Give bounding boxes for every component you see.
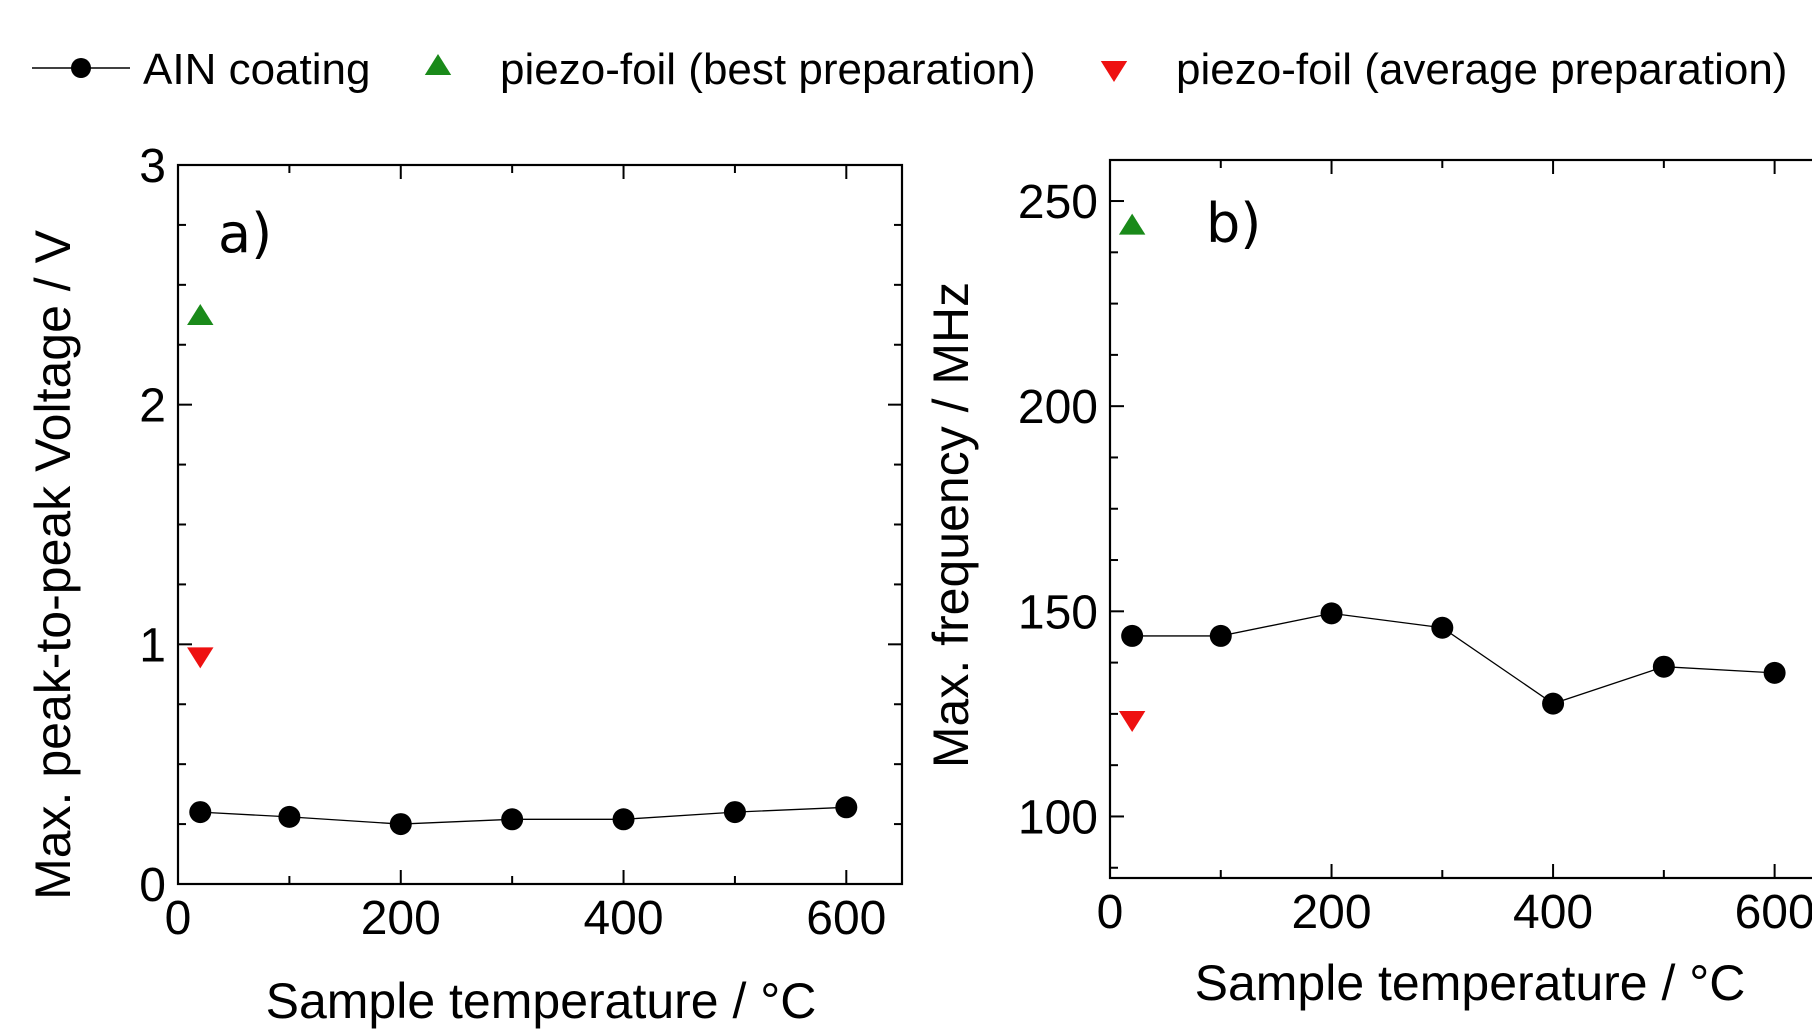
data-point bbox=[1652, 655, 1675, 678]
x-axis-label: Sample temperature / °C bbox=[1195, 955, 1746, 1011]
x-tick-label: 600 bbox=[1735, 886, 1812, 939]
y-tick-label: 250 bbox=[1018, 176, 1098, 229]
data-point bbox=[723, 801, 746, 824]
data-point bbox=[1763, 661, 1786, 684]
data-point bbox=[612, 808, 635, 831]
panel-b: 0 200 400 600 100 150 200 250 Sample temperature… bbox=[923, 158, 1812, 1011]
y-tick-label: 1 bbox=[139, 619, 166, 672]
x-tick-label: 200 bbox=[1291, 886, 1371, 939]
data-point bbox=[835, 796, 858, 819]
legend-marker-triangle-down bbox=[1100, 61, 1128, 82]
y-tick-label: 100 bbox=[1018, 791, 1098, 844]
data-layer bbox=[1118, 213, 1786, 733]
panel-label: b) bbox=[1206, 192, 1261, 255]
y-axis-label: Max. frequency / MHz bbox=[923, 282, 979, 768]
legend-label: AIN coating bbox=[143, 45, 370, 94]
y-tick-label: 200 bbox=[1018, 381, 1098, 434]
data-point bbox=[501, 808, 524, 831]
data-point-triangle-down bbox=[1118, 711, 1146, 733]
panel-a: 0 200 400 600 0 1 2 3 Sample temperature / °C Max… bbox=[25, 140, 904, 1029]
data-point bbox=[278, 805, 301, 828]
data-layer bbox=[187, 303, 858, 836]
series-line bbox=[1132, 612, 1775, 705]
x-tick-label: 200 bbox=[361, 892, 441, 945]
x-tick-label: 0 bbox=[1097, 886, 1124, 939]
plot-frame bbox=[1108, 158, 1812, 880]
data-point bbox=[1542, 692, 1565, 715]
data-point-triangle-up bbox=[1118, 213, 1146, 235]
data-point bbox=[1320, 602, 1343, 625]
y-tick-label: 2 bbox=[139, 380, 166, 433]
data-point bbox=[1121, 624, 1144, 647]
y-tick-label: 0 bbox=[139, 859, 166, 912]
plot-frame bbox=[176, 163, 904, 886]
data-point bbox=[1431, 616, 1454, 639]
x-tick-label: 0 bbox=[165, 892, 192, 945]
data-point bbox=[1209, 624, 1232, 647]
legend-marker-circle bbox=[71, 58, 91, 78]
data-point bbox=[389, 813, 412, 836]
x-tick-label: 400 bbox=[583, 892, 663, 945]
y-axis-label: Max. peak-to-peak Voltage / V bbox=[25, 229, 81, 899]
legend-label: piezo-foil (best preparation) bbox=[500, 45, 1036, 94]
legend: AIN coating piezo-foil (best preparation)… bbox=[32, 45, 1787, 94]
legend-label: piezo-foil (average preparation) bbox=[1176, 45, 1787, 94]
x-tick-label: 600 bbox=[806, 892, 886, 945]
y-tick-label: 3 bbox=[139, 140, 166, 193]
x-axis-label: Sample temperature / °C bbox=[266, 973, 817, 1029]
data-point bbox=[189, 801, 212, 824]
panel-label: a) bbox=[218, 202, 272, 265]
data-point-triangle-down bbox=[187, 647, 214, 669]
legend-marker-triangle-up bbox=[424, 54, 452, 75]
y-tick-label: 150 bbox=[1018, 586, 1098, 639]
data-point-triangle-up bbox=[187, 303, 214, 325]
x-tick-label: 400 bbox=[1513, 886, 1593, 939]
